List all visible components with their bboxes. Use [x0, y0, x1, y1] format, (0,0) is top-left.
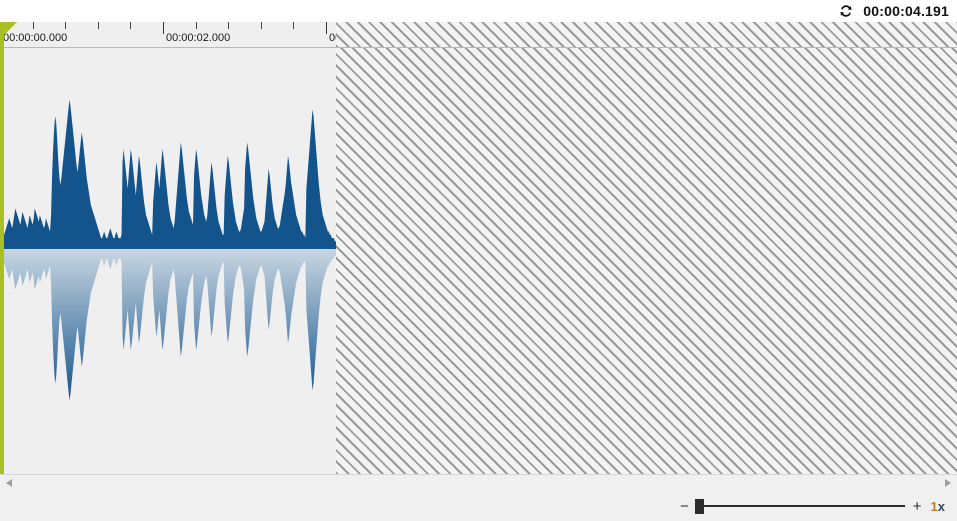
waveform-lower-half [0, 249, 336, 401]
top-header-bar: 00:00:04.191 [0, 0, 957, 22]
ruler-minor-tick [65, 22, 66, 29]
playhead-handle[interactable] [0, 22, 17, 39]
current-time-display: 00:00:04.191 [863, 3, 949, 19]
horizontal-scrollbar[interactable] [0, 474, 957, 491]
ruler-minor-tick [196, 22, 197, 29]
zoom-level-unit: x [937, 498, 945, 514]
zoom-level-label: 1x [931, 499, 945, 514]
bottom-toolbar: − + 1x [0, 491, 957, 521]
ruler-minor-tick [261, 22, 262, 29]
playhead-line[interactable] [0, 22, 4, 474]
ruler-time-label: 00:00:00.000 [3, 32, 68, 44]
ruler-minor-tick [33, 22, 34, 29]
waveform-editor[interactable]: 00:00:00.00000:00:02.00000:00:04.00000:0… [0, 22, 957, 474]
ruler-major-tick [326, 22, 327, 34]
zoom-in-button[interactable]: + [912, 497, 922, 515]
ruler-minor-tick [228, 22, 229, 29]
zoom-slider-track[interactable] [694, 505, 905, 507]
waveform-upper-half [0, 99, 336, 248]
zoom-slider[interactable] [694, 498, 905, 514]
waveform-center-axis [0, 248, 336, 249]
loop-refresh-icon[interactable] [838, 3, 854, 19]
scroll-right-arrow-icon[interactable] [945, 479, 951, 487]
ruler-minor-tick [98, 22, 99, 29]
zoom-out-button[interactable]: − [680, 497, 689, 515]
waveform-graphic [0, 99, 336, 401]
ruler-major-tick [163, 22, 164, 34]
ruler-time-label: 00:00:02.000 [166, 32, 231, 44]
ruler-minor-tick [130, 22, 131, 29]
ruler-minor-tick [293, 22, 294, 29]
zoom-slider-handle[interactable] [694, 499, 704, 514]
scroll-left-arrow-icon[interactable] [6, 479, 12, 487]
zoom-level-value: 1 [930, 498, 938, 514]
empty-region-hatch [336, 48, 957, 474]
empty-region-ruler-hatch [336, 22, 957, 48]
